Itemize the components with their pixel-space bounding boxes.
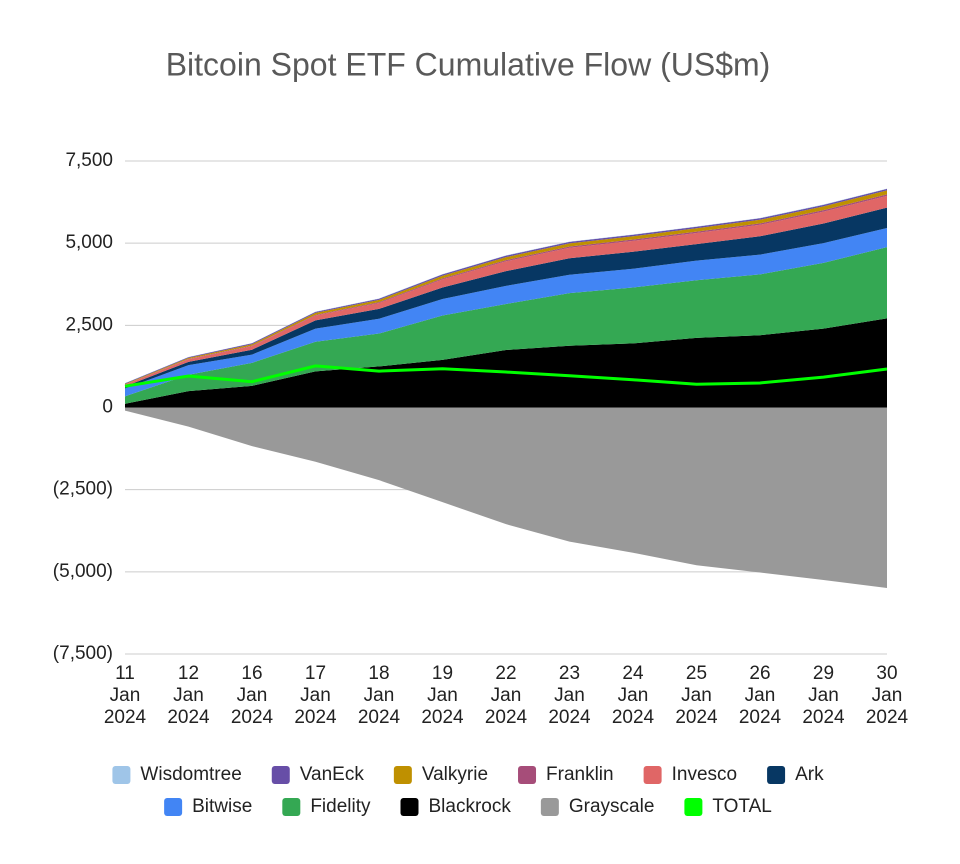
area (125, 194, 887, 385)
x-tick-label: 22 Jan 2024 (485, 663, 528, 728)
legend-label: Ark (795, 764, 824, 785)
legend-swatch (271, 766, 290, 784)
x-tick-label: 18 Jan 2024 (358, 663, 401, 728)
legend-item: Invesco (643, 764, 737, 785)
legend-label: TOTAL (712, 796, 771, 817)
x-tick-label: 12 Jan 2024 (167, 663, 210, 728)
y-tick-label: 2,500 (65, 314, 113, 335)
legend-swatch (540, 798, 559, 816)
legend-swatch (393, 766, 412, 784)
legend-label: Fidelity (310, 796, 371, 817)
legend-label: Bitwise (192, 796, 252, 817)
area (125, 228, 887, 397)
legend-swatch (684, 798, 703, 816)
legend-row: Wisdomtree VanEck Valkyrie Franklin Invesco A… (112, 764, 824, 785)
area (125, 407, 887, 588)
legend-swatch (282, 798, 301, 816)
legend-label: Invesco (672, 764, 737, 785)
legend-item: Grayscale (540, 796, 655, 817)
x-tick-label: 17 Jan 2024 (294, 663, 337, 728)
chart-title: Bitcoin Spot ETF Cumulative Flow (US$m) (166, 46, 771, 82)
legend-item: TOTAL (684, 796, 772, 817)
legend-swatch (112, 766, 131, 784)
legend-label: Blackrock (429, 796, 512, 817)
area (125, 190, 887, 385)
legend-swatch (767, 766, 786, 784)
legend-item: Blackrock (400, 796, 512, 817)
y-tick-label: (2,500) (53, 479, 113, 500)
area (125, 207, 887, 389)
area (125, 188, 887, 384)
y-tick-label: (7,500) (53, 643, 113, 664)
x-tick-label: 25 Jan 2024 (675, 663, 718, 728)
legend-item: Wisdomtree (112, 764, 242, 785)
legend-row: Bitwise Fidelity Blackrock Grayscale TOTAL (164, 796, 772, 817)
legend-item: Ark (767, 764, 824, 785)
legend-item: VanEck (271, 764, 365, 785)
legend-swatch (164, 798, 183, 816)
area (125, 195, 887, 387)
legend-label: Wisdomtree (140, 764, 241, 785)
x-tick-label: 19 Jan 2024 (421, 663, 464, 728)
x-tick-label: 30 Jan 2024 (866, 663, 909, 728)
legend-swatch (518, 766, 537, 784)
legend-swatch (400, 798, 419, 816)
y-tick-label: 5,000 (65, 232, 113, 253)
legend-item: Valkyrie (393, 764, 488, 785)
y-tick-label: 7,500 (65, 150, 113, 171)
y-tick-label: 0 (102, 397, 113, 418)
legend-item: Franklin (518, 764, 614, 785)
x-tick-label: 24 Jan 2024 (612, 663, 655, 728)
legend-label: Franklin (546, 764, 614, 785)
x-tick-label: 26 Jan 2024 (739, 663, 782, 728)
x-tick-label: 29 Jan 2024 (802, 663, 845, 728)
legend-swatch (643, 766, 662, 784)
x-tick-label: 16 Jan 2024 (231, 663, 274, 728)
line (124, 364, 888, 388)
legend-item: Fidelity (282, 796, 371, 817)
x-tick-label: 23 Jan 2024 (548, 663, 591, 728)
x-tick-label: 11 Jan 2024 (104, 663, 147, 728)
y-tick-label: (5,000) (53, 561, 113, 582)
legend-label: VanEck (300, 764, 365, 785)
legend-label: Valkyrie (422, 764, 488, 785)
legend-label: Grayscale (569, 796, 655, 817)
legend-item: Bitwise (164, 796, 252, 817)
